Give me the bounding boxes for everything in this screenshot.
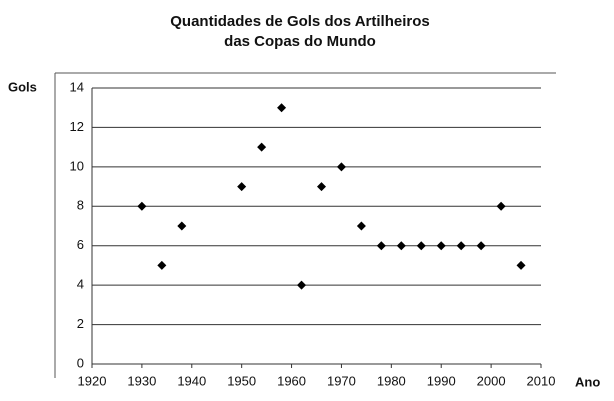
y-tick-label: 0: [77, 355, 84, 370]
point: [476, 241, 486, 251]
point: [376, 241, 386, 251]
y-axis-label: Gols: [8, 79, 37, 94]
point: [297, 280, 307, 290]
y-tick-label: 8: [77, 198, 84, 213]
x-tick-label: 2000: [477, 373, 506, 388]
y-tick-label: 10: [70, 158, 84, 173]
point: [496, 201, 506, 211]
x-tick-label: 1950: [227, 373, 256, 388]
x-tick-label: 1920: [78, 373, 107, 388]
point: [157, 260, 167, 270]
point: [277, 103, 287, 113]
x-tick-label: 1930: [127, 373, 156, 388]
x-tick-label: 1990: [427, 373, 456, 388]
chart-title: Quantidades de Gols dos Artilheiros: [170, 13, 430, 30]
x-tick-label: 1940: [177, 373, 206, 388]
point: [416, 241, 426, 251]
chart-title: das Copas do Mundo: [224, 33, 376, 50]
y-tick-label: 14: [70, 79, 84, 94]
point: [257, 142, 267, 152]
y-tick-label: 12: [70, 119, 84, 134]
y-tick-label: 4: [77, 277, 84, 292]
x-tick-label: 1980: [377, 373, 406, 388]
point: [177, 221, 187, 231]
y-tick-label: 2: [77, 316, 84, 331]
point: [436, 241, 446, 251]
x-axis-label: Ano: [575, 374, 600, 389]
point: [356, 221, 366, 231]
x-tick-label: 1960: [277, 373, 306, 388]
point: [237, 182, 247, 192]
point: [516, 260, 526, 270]
x-tick-label: 1970: [327, 373, 356, 388]
x-tick-label: 2010: [527, 373, 556, 388]
point: [316, 182, 326, 192]
point: [137, 201, 147, 211]
point: [396, 241, 406, 251]
point: [456, 241, 466, 251]
y-tick-label: 6: [77, 237, 84, 252]
point: [336, 162, 346, 172]
